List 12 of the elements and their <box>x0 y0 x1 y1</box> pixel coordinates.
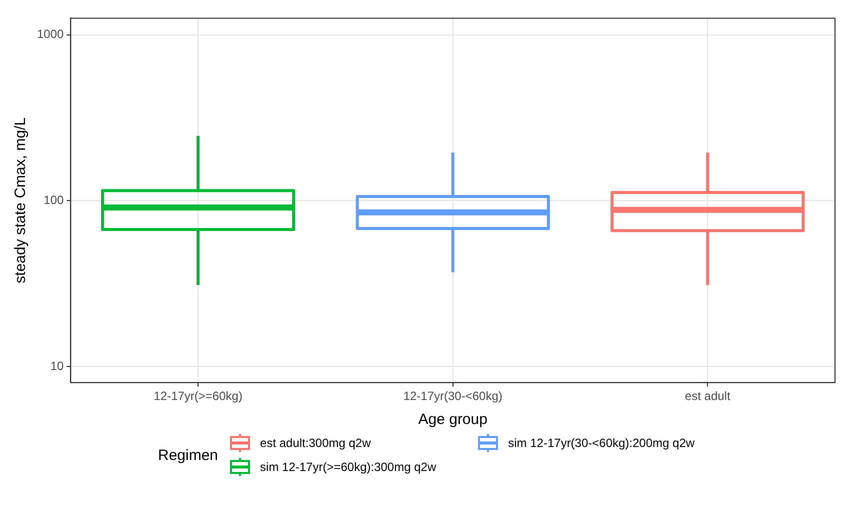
legend-label: sim 12-17yr(30-<60kg):200mg q2w <box>508 436 695 450</box>
legend-label: sim 12-17yr(>=60kg):300mg q2w <box>260 460 436 474</box>
y-tick-label: 100 <box>44 193 64 207</box>
x-tick-label: est adult <box>684 389 731 404</box>
x-tick-label: 12-17yr(>=60kg) <box>154 389 242 404</box>
x-axis-title: Age group <box>418 411 488 428</box>
y-tick-label: 1000 <box>36 27 64 42</box>
x-tick-label: 12-17yr(30-<60kg) <box>403 389 502 404</box>
legend-title: Regimen <box>158 446 218 464</box>
legend-label: est adult:300mg q2w <box>260 436 371 450</box>
y-tick-label: 10 <box>50 358 64 373</box>
y-axis-title: steady state Cmax, mg/L <box>12 117 30 284</box>
